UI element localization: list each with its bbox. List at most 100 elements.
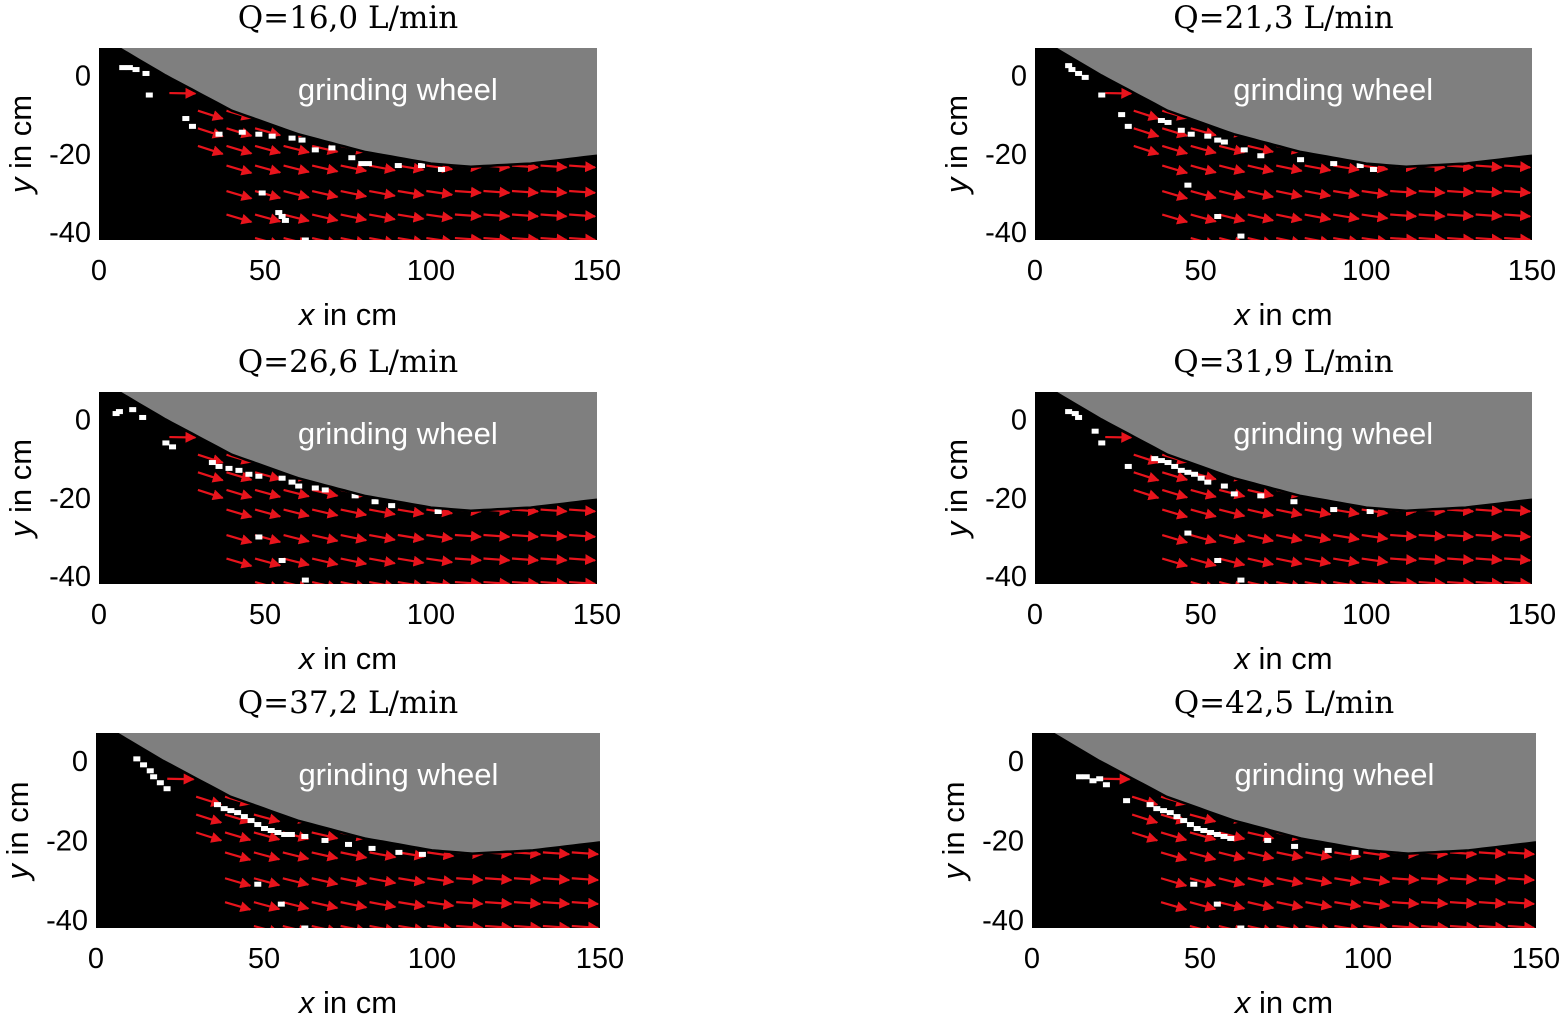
air-bubble xyxy=(238,129,246,135)
air-bubble xyxy=(1096,776,1104,782)
velocity-vector xyxy=(254,557,282,569)
velocity-vector xyxy=(340,507,368,519)
wheel-label: grinding wheel xyxy=(1233,72,1433,107)
velocity-vector xyxy=(283,236,310,240)
velocity-vector xyxy=(311,144,339,155)
velocity-vector xyxy=(1161,189,1189,201)
air-bubble xyxy=(254,822,262,828)
velocity-vector xyxy=(340,923,368,928)
plot-panel-6: Q=42,5 L/min grinding wheel 0 50 100 150 0 -20 -… xyxy=(936,685,1560,1016)
air-bubble xyxy=(133,756,141,762)
velocity-vector xyxy=(454,530,482,542)
velocity-vector xyxy=(1478,921,1507,928)
velocity-vector xyxy=(540,577,568,584)
wheel-boundary-line xyxy=(115,733,600,855)
velocity-vector xyxy=(397,188,425,200)
air-bubble xyxy=(1177,467,1185,473)
velocity-vector xyxy=(311,900,339,912)
air-bubble xyxy=(129,407,137,413)
velocity-vector xyxy=(1507,921,1536,928)
y-tick-label: -40 xyxy=(49,217,91,249)
velocity-vector xyxy=(540,530,568,542)
panel-title: Q=26,6 L/min xyxy=(238,344,459,380)
velocity-vector xyxy=(311,830,339,842)
y-axis-label: y in cm xyxy=(939,95,974,195)
x-tick-label: 50 xyxy=(248,943,280,975)
velocity-vector xyxy=(485,897,513,909)
velocity-vector xyxy=(540,186,568,198)
air-bubble xyxy=(268,133,276,139)
air-bubble xyxy=(258,190,266,196)
air-bubble xyxy=(1213,831,1221,837)
velocity-vector xyxy=(1275,507,1303,519)
y-tick-label: 0 xyxy=(75,60,91,92)
velocity-vector xyxy=(254,488,282,500)
air-bubble xyxy=(1330,507,1338,513)
velocity-vector xyxy=(571,921,600,928)
air-bubble xyxy=(1157,117,1165,123)
air-bubble xyxy=(220,806,228,812)
y-tick-label: -20 xyxy=(49,483,91,515)
air-bubble xyxy=(225,465,233,471)
velocity-vector xyxy=(369,849,397,861)
velocity-vector xyxy=(511,161,540,173)
velocity-vector xyxy=(1304,188,1332,200)
air-bubble xyxy=(358,161,366,167)
velocity-vector xyxy=(224,901,252,913)
air-bubble xyxy=(275,210,283,216)
velocity-vector xyxy=(311,850,339,862)
velocity-vector xyxy=(542,897,571,909)
velocity-vector xyxy=(1133,127,1160,139)
velocity-vector xyxy=(426,531,454,543)
velocity-vector xyxy=(283,164,310,175)
velocity-vector xyxy=(224,851,252,863)
air-bubble xyxy=(388,503,396,509)
velocity-vector xyxy=(282,851,310,862)
velocity-vector xyxy=(1218,831,1246,842)
velocity-vector xyxy=(282,900,310,912)
air-bubble xyxy=(281,217,289,223)
velocity-vector xyxy=(1475,186,1503,198)
velocity-vector xyxy=(226,508,253,520)
velocity-vector xyxy=(254,127,282,138)
velocity-vector xyxy=(340,532,368,544)
velocity-vector xyxy=(1447,505,1475,517)
air-bubble xyxy=(142,70,150,76)
velocity-vector xyxy=(1504,530,1532,542)
air-bubble xyxy=(281,831,289,837)
velocity-vector xyxy=(483,577,511,584)
x-tick-label: 150 xyxy=(1512,943,1560,975)
velocity-vector xyxy=(1247,212,1275,224)
velocity-vector xyxy=(1218,144,1246,156)
air-bubble xyxy=(1230,491,1238,497)
velocity-vector xyxy=(397,579,425,584)
velocity-vector xyxy=(1418,186,1446,198)
velocity-vector xyxy=(1190,213,1217,225)
y-tick-label: -40 xyxy=(982,905,1024,937)
velocity-vector xyxy=(1218,508,1246,519)
velocity-vector xyxy=(197,488,224,501)
air-bubble xyxy=(254,881,262,887)
air-bubble xyxy=(1297,157,1305,163)
grinding-wheel xyxy=(1054,392,1532,511)
y-axis-label: y in cm xyxy=(936,781,971,881)
velocity-vector xyxy=(282,924,310,928)
velocity-vector xyxy=(253,851,281,863)
x-tick-label: 0 xyxy=(88,943,104,975)
velocity-vector xyxy=(1333,532,1360,544)
velocity-vector xyxy=(571,897,600,909)
velocity-vector xyxy=(569,186,597,198)
y-tick-label: -40 xyxy=(49,561,91,593)
velocity-vector xyxy=(226,189,253,201)
air-bubble xyxy=(418,851,426,857)
velocity-vector xyxy=(1390,233,1418,240)
x-tick-label: 50 xyxy=(249,255,281,287)
velocity-vector xyxy=(454,233,482,240)
velocity-vector xyxy=(311,876,339,888)
x-tick-label: 50 xyxy=(249,599,281,631)
velocity-vector xyxy=(397,162,425,174)
velocity-vector xyxy=(226,144,253,156)
air-bubble xyxy=(278,557,286,563)
air-bubble xyxy=(1173,814,1181,820)
velocity-vector xyxy=(253,813,281,825)
